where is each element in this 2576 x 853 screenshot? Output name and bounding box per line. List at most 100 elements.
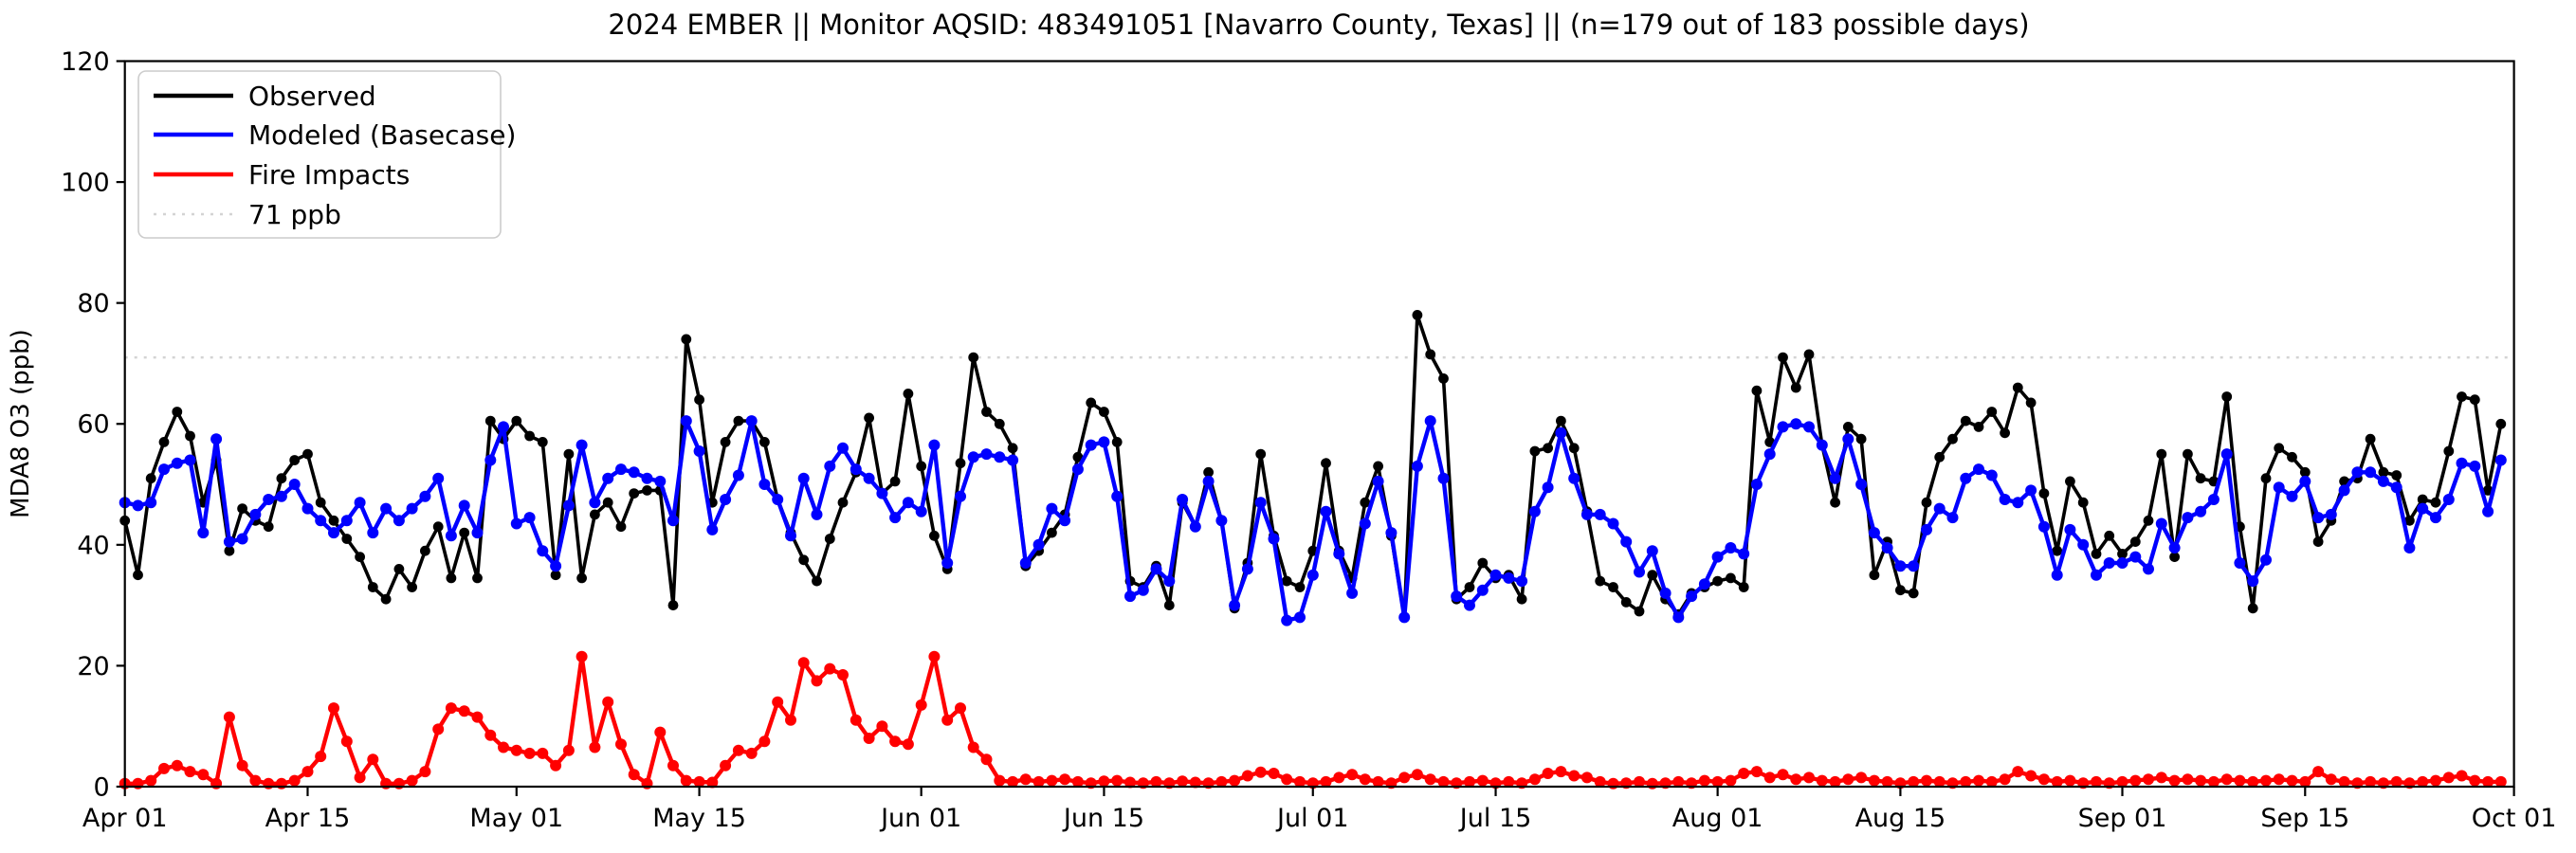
data-point xyxy=(171,759,183,771)
data-point xyxy=(1189,776,1201,789)
data-point xyxy=(1111,437,1123,447)
data-point xyxy=(1071,463,1084,476)
data-point xyxy=(354,497,366,509)
data-point xyxy=(902,738,914,751)
data-point xyxy=(2155,517,2167,530)
data-point xyxy=(1476,774,1489,787)
chart-title: 2024 EMBER || Monitor AQSID: 483491051 [… xyxy=(608,9,2029,41)
data-point xyxy=(1046,502,1058,515)
data-point xyxy=(693,775,705,788)
data-point xyxy=(2051,775,2063,788)
data-point xyxy=(328,515,339,526)
data-point xyxy=(1373,461,1383,472)
x-tick-label: Sep 01 xyxy=(2078,804,2167,833)
data-point xyxy=(2456,770,2468,782)
data-point xyxy=(2247,575,2259,588)
data-point xyxy=(1946,512,1959,524)
data-point xyxy=(2403,542,2416,554)
data-point xyxy=(575,650,588,662)
data-point xyxy=(1359,517,1371,530)
data-point xyxy=(2065,476,2075,487)
data-point xyxy=(1778,352,1788,363)
data-point xyxy=(380,502,393,515)
data-point xyxy=(1124,776,1136,789)
data-point xyxy=(472,572,483,584)
data-point xyxy=(732,469,744,481)
data-point xyxy=(1712,575,1723,587)
data-point xyxy=(315,497,326,508)
data-point xyxy=(1790,382,1801,393)
data-point xyxy=(2274,443,2285,454)
data-point xyxy=(2456,457,2468,469)
data-point xyxy=(1960,415,1971,426)
data-point xyxy=(1672,775,1685,788)
y-tick-label: 0 xyxy=(94,772,110,802)
data-point xyxy=(916,461,927,472)
data-point xyxy=(2207,494,2220,505)
data-point xyxy=(432,521,444,533)
data-point xyxy=(1698,774,1710,787)
data-point xyxy=(2012,497,2024,509)
data-point xyxy=(1059,515,1071,527)
data-point xyxy=(2260,774,2272,787)
data-point xyxy=(1528,505,1541,517)
data-point xyxy=(1203,466,1214,478)
data-point xyxy=(667,515,679,527)
data-point xyxy=(759,437,770,447)
data-point xyxy=(1803,771,1815,784)
y-tick-label: 100 xyxy=(61,169,110,198)
data-point xyxy=(145,774,157,787)
data-point xyxy=(980,753,993,766)
data-point xyxy=(2430,497,2441,508)
data-point xyxy=(785,530,796,542)
data-point xyxy=(1908,560,1920,572)
data-point xyxy=(589,497,601,509)
data-point xyxy=(562,499,575,512)
data-point xyxy=(1333,548,1345,560)
data-point xyxy=(628,466,640,479)
data-point xyxy=(811,675,823,687)
data-point xyxy=(2207,775,2220,788)
data-point xyxy=(2000,427,2011,439)
data-point xyxy=(1751,385,1763,396)
data-point xyxy=(1163,575,1176,588)
data-point xyxy=(2338,484,2350,497)
data-point xyxy=(2494,775,2507,788)
x-tick-label: Jun 15 xyxy=(1062,804,1144,833)
data-point xyxy=(1750,479,1763,490)
data-point xyxy=(1763,448,1776,461)
data-point xyxy=(249,774,262,787)
data-point xyxy=(615,738,627,751)
data-point xyxy=(2417,775,2429,788)
data-point xyxy=(1985,469,1998,481)
data-point xyxy=(2168,774,2181,787)
data-point xyxy=(1647,570,1658,581)
data-point xyxy=(2325,508,2337,520)
data-point xyxy=(1568,443,1580,454)
data-point xyxy=(1842,773,1854,786)
x-tick-label: Oct 01 xyxy=(2472,804,2557,833)
data-point xyxy=(510,517,522,530)
data-point xyxy=(1059,773,1071,786)
data-point xyxy=(445,702,457,715)
x-tick-label: Apr 01 xyxy=(82,804,168,833)
data-point xyxy=(654,726,667,738)
data-point xyxy=(1489,569,1502,581)
data-point xyxy=(498,421,509,433)
data-point xyxy=(184,454,196,466)
data-point xyxy=(237,503,247,514)
data-point xyxy=(2495,418,2507,429)
data-point xyxy=(1934,451,1946,463)
data-point xyxy=(446,572,457,584)
data-point xyxy=(1620,535,1633,548)
data-point xyxy=(2273,481,2285,494)
data-point xyxy=(1346,587,1359,599)
data-point xyxy=(2183,448,2193,460)
data-point xyxy=(1476,584,1489,596)
data-point xyxy=(2064,774,2076,787)
data-point xyxy=(1071,775,1084,788)
data-point xyxy=(1254,766,1267,778)
data-point xyxy=(1763,771,1776,784)
data-point xyxy=(2221,391,2233,402)
